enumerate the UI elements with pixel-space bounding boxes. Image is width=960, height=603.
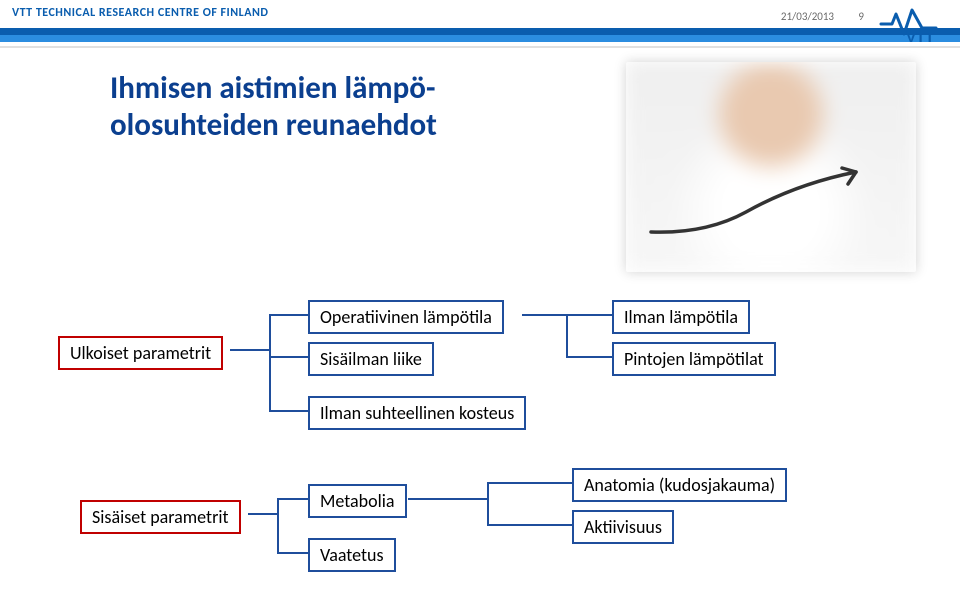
node-sisailman: Sisäilman liike [308,342,434,376]
header-page: 9 [858,10,864,23]
connector-metabolia [408,468,574,544]
org-name: VTT TECHNICAL RESEARCH CENTRE OF FINLAND [12,6,268,20]
header-date: 21/03/2013 [781,10,834,23]
node-sisaiset: Sisäiset parametrit [80,500,241,534]
vtt-logo: VTT [878,2,950,44]
header-band [0,28,960,42]
header: VTT TECHNICAL RESEARCH CENTRE OF FINLAND… [0,0,960,48]
decorative-photo [626,62,916,272]
title-line2: olosuhteiden reunaehdot [110,106,437,144]
svg-text:VTT: VTT [906,29,934,44]
node-pintojen: Pintojen lämpötilat [612,342,776,376]
node-anatomia: Anatomia (kudosjakauma) [572,468,787,502]
connector-ulkoiset [230,300,310,430]
page-title: Ihmisen aistimien lämpö- olosuhteiden re… [110,70,437,144]
node-aktiivisuus: Aktiivisuus [572,510,674,544]
connector-operatiiv [522,300,614,376]
photo-arrow-icon [646,162,886,242]
node-ilmanlampo: Ilman lämpötila [612,300,750,334]
node-ilmankost: Ilman suhteellinen kosteus [308,396,526,430]
diagram: Ulkoiset parametrit Sisäiset parametrit … [0,300,960,600]
node-vaatetus: Vaatetus [308,538,396,572]
connector-sisaiset [248,484,310,574]
title-line1: Ihmisen aistimien lämpö- [110,69,435,107]
node-metabolia: Metabolia [308,484,407,518]
node-operatiiv: Operatiivinen lämpötila [308,300,504,334]
node-ulkoiset: Ulkoiset parametrit [58,336,223,370]
